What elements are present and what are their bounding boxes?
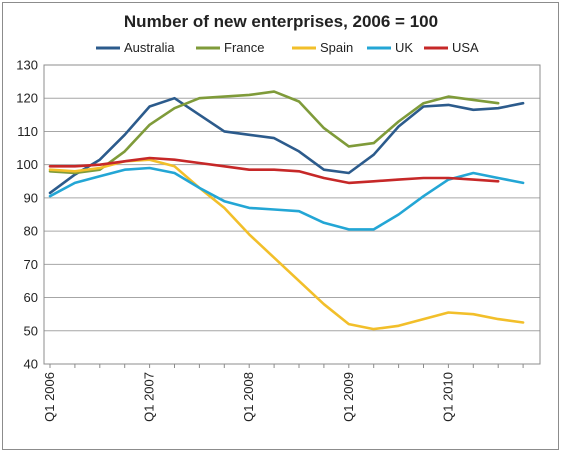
x-tick-label: Q1 2010 — [440, 372, 455, 422]
legend-label-usa: USA — [452, 40, 479, 55]
legend-label-france: France — [224, 40, 264, 55]
y-tick-label: 120 — [16, 91, 38, 106]
x-tick-label: Q1 2008 — [241, 372, 256, 422]
series-line-usa — [48, 156, 500, 185]
y-tick-label: 70 — [24, 257, 38, 272]
x-tick-label: Q1 2007 — [142, 372, 157, 422]
y-tick-label: 130 — [16, 58, 38, 73]
legend-label-uk: UK — [395, 40, 413, 55]
legend-label-australia: Australia — [124, 40, 175, 55]
series-line-australia — [48, 96, 525, 195]
chart-title: Number of new enterprises, 2006 = 100 — [124, 12, 438, 31]
y-tick-label: 110 — [17, 124, 38, 139]
y-tick-label: 50 — [24, 323, 38, 338]
y-tick-label: 80 — [24, 224, 38, 239]
series-line-spain — [48, 158, 525, 331]
x-tick-label: Q1 2009 — [341, 372, 356, 422]
series-line-uk — [48, 166, 525, 231]
series-line-france — [48, 90, 500, 175]
chart-frame — [2, 2, 559, 450]
y-tick-label: 60 — [24, 290, 38, 305]
legend-label-spain: Spain — [320, 40, 353, 55]
y-tick-label: 40 — [24, 357, 38, 372]
plot-border — [43, 64, 541, 365]
legend: Australia France Spain UK USA — [96, 40, 479, 55]
y-tick-label: 90 — [24, 190, 38, 205]
plot-area: 40 50 60 70 80 90 100 110 120 130 Q1 2006 Q1 2007 Q1… — [16, 58, 541, 422]
y-tick-label: 100 — [16, 157, 38, 172]
x-tick-label: Q1 2006 — [42, 372, 57, 422]
